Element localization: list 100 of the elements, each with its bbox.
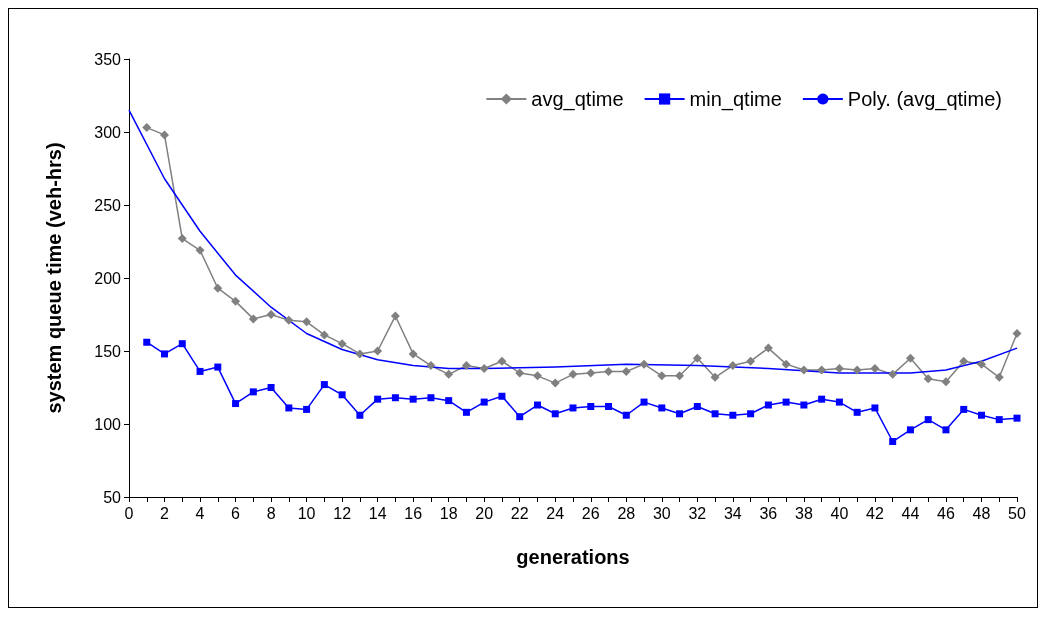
x-tick-label: 2 xyxy=(160,504,170,522)
point xyxy=(960,405,968,413)
point xyxy=(480,398,488,406)
x-tick-label: 32 xyxy=(688,504,707,522)
point xyxy=(319,330,329,340)
point xyxy=(516,413,524,421)
point xyxy=(941,377,951,387)
x-tick-label: 36 xyxy=(759,504,778,522)
point xyxy=(374,395,382,403)
x-tick-label: 34 xyxy=(723,504,742,522)
point xyxy=(834,364,844,374)
point xyxy=(337,339,347,349)
point xyxy=(587,402,595,410)
point xyxy=(906,426,914,434)
x-tick-label: 50 xyxy=(1008,504,1026,522)
point xyxy=(550,378,560,388)
point xyxy=(177,234,187,244)
point xyxy=(977,411,985,419)
point xyxy=(303,405,311,413)
point xyxy=(799,365,809,375)
point xyxy=(976,359,986,369)
point xyxy=(605,402,613,410)
point xyxy=(994,372,1004,382)
point xyxy=(746,356,756,366)
point xyxy=(195,245,205,255)
x-tick-label: 42 xyxy=(866,504,884,522)
point xyxy=(747,410,755,418)
x-tick-label: 8 xyxy=(266,504,276,522)
point xyxy=(905,353,915,363)
point xyxy=(621,366,631,376)
legend-label: avg_qtime xyxy=(531,88,624,111)
point xyxy=(267,384,275,391)
point xyxy=(586,368,596,378)
point xyxy=(231,296,241,306)
point xyxy=(1012,328,1022,338)
point xyxy=(1013,414,1021,422)
point xyxy=(284,315,294,325)
point xyxy=(213,283,223,293)
point xyxy=(408,349,418,359)
point xyxy=(692,353,702,363)
x-tick-label: 26 xyxy=(581,504,600,522)
x-tick-label: 16 xyxy=(404,504,423,522)
x-tick-label: 18 xyxy=(439,504,458,522)
point xyxy=(426,361,436,371)
x-axis-title: generations xyxy=(516,546,630,568)
point xyxy=(710,372,720,382)
point xyxy=(657,371,667,381)
x-tick-label: 20 xyxy=(475,504,494,522)
point xyxy=(178,340,186,348)
point xyxy=(818,395,826,403)
x-tick-label: 40 xyxy=(830,504,849,522)
point xyxy=(249,388,257,396)
point xyxy=(196,367,204,375)
point xyxy=(338,391,346,399)
x-tick-label: 12 xyxy=(333,504,352,522)
x-tick-label: 10 xyxy=(297,504,316,522)
point xyxy=(639,359,649,369)
point xyxy=(800,401,808,409)
point xyxy=(461,361,471,371)
point xyxy=(995,416,1003,424)
point xyxy=(782,398,790,406)
y-axis-title: system queue time (veh-hrs) xyxy=(43,142,65,414)
y-tick-label: 100 xyxy=(94,415,122,433)
point xyxy=(763,343,773,353)
point xyxy=(640,398,648,406)
point xyxy=(142,123,152,133)
point xyxy=(835,398,843,406)
point xyxy=(302,317,312,327)
x-tick-label: 30 xyxy=(652,504,671,522)
point xyxy=(923,374,933,384)
point xyxy=(781,359,791,369)
point xyxy=(622,411,630,419)
point xyxy=(675,371,685,381)
point xyxy=(942,426,950,434)
point xyxy=(355,349,365,359)
point xyxy=(693,402,701,410)
point xyxy=(479,364,489,374)
point xyxy=(214,363,222,371)
point xyxy=(888,369,898,379)
legend-label: min_qtime xyxy=(689,88,782,111)
point xyxy=(160,130,170,140)
point xyxy=(889,438,897,446)
point xyxy=(711,410,719,418)
point xyxy=(498,392,506,400)
x-tick-label: 48 xyxy=(972,504,991,522)
point xyxy=(409,395,417,403)
legend-label: Poly. (avg_qtime) xyxy=(847,88,1003,111)
point xyxy=(532,371,542,381)
point xyxy=(515,368,525,378)
y-tick-label: 50 xyxy=(103,488,122,506)
point xyxy=(161,350,169,358)
y-tick-label: 250 xyxy=(94,196,122,214)
x-tick-label: 28 xyxy=(617,504,636,522)
point xyxy=(248,314,258,324)
point xyxy=(604,366,614,376)
point xyxy=(391,394,399,402)
point xyxy=(568,369,578,379)
point xyxy=(959,356,969,366)
x-tick-label: 24 xyxy=(546,504,565,522)
point xyxy=(390,311,400,321)
